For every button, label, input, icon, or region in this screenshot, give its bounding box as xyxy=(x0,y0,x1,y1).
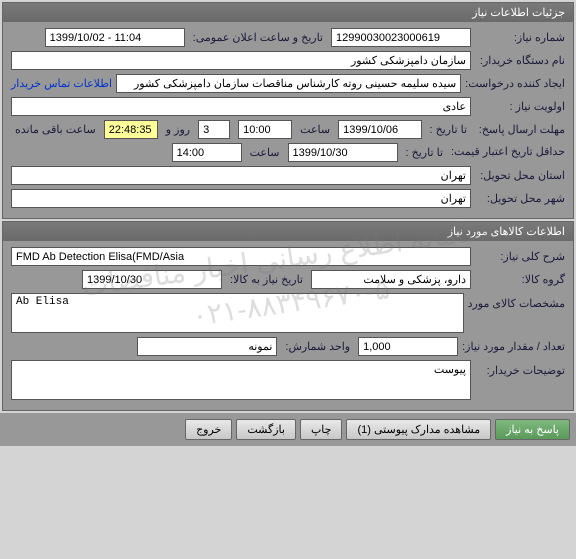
buyer-org-label: نام دستگاه خریدار: xyxy=(475,54,565,67)
row-city: شهر محل تحویل: تهران xyxy=(11,189,565,208)
days-field: 3 xyxy=(198,120,230,139)
city-field: تهران xyxy=(11,189,471,208)
priority-field: عادی xyxy=(11,97,471,116)
qty-field: 1,000 xyxy=(358,337,458,356)
time-label-2: ساعت xyxy=(246,146,284,159)
panel1-body: شماره نیاز: 12990030023000619 تاریخ و سا… xyxy=(3,22,573,218)
contact-link[interactable]: اطلاعات تماس خریدار xyxy=(11,77,112,90)
row-requester: ایجاد کننده درخواست: سیده سلیمه حسینی رو… xyxy=(11,74,565,93)
need-number-field: 12990030023000619 xyxy=(331,28,471,47)
row-buyer-org: نام دستگاه خریدار: سازمان دامپزشکی کشور xyxy=(11,51,565,70)
row-need-desc: شرح کلی نیاز: FMD Ab Detection Elisa(FMD… xyxy=(11,247,565,266)
group-field: دارو، پزشکی و سلامت xyxy=(311,270,471,289)
row-need-number: شماره نیاز: 12990030023000619 تاریخ و سا… xyxy=(11,28,565,47)
announce-field: 1399/10/02 - 11:04 xyxy=(45,28,185,47)
need-number-label: شماره نیاز: xyxy=(475,31,565,44)
remaining-label: ساعت باقی مانده xyxy=(11,123,100,136)
print-button[interactable]: چاپ xyxy=(300,419,343,440)
row-qty: تعداد / مقدار مورد نیاز: 1,000 واحد شمار… xyxy=(11,337,565,356)
validity-label: حداقل تاریخ اعتبار قیمت: xyxy=(451,146,565,159)
row-spec: مشخصات کالای مورد نیاز: xyxy=(11,293,565,333)
deadline-time-field: 10:00 xyxy=(238,120,292,139)
requester-field: سیده سلیمه حسینی روته کارشناس مناقصات سا… xyxy=(116,74,461,93)
panel1-header: جزئیات اطلاعات نیاز xyxy=(3,3,573,22)
time-label-1: ساعت xyxy=(296,123,334,136)
panel2-header: اطلاعات کالاهای مورد نیاز xyxy=(3,222,573,241)
need-details-panel: جزئیات اطلاعات نیاز شماره نیاز: 12990030… xyxy=(2,2,574,219)
row-group: گروه کالا: دارو، پزشکی و سلامت تاریخ نیا… xyxy=(11,270,565,289)
row-province: استان محل تحویل: تهران xyxy=(11,166,565,185)
announce-label: تاریخ و ساعت اعلان عمومی: xyxy=(189,31,327,44)
unit-field: نمونه xyxy=(137,337,277,356)
notes-field[interactable] xyxy=(11,360,471,400)
until-label-2: تا تاریخ : xyxy=(402,146,447,159)
button-bar: پاسخ به نیاز مشاهده مدارک پیوستی (1) چاپ… xyxy=(0,413,576,446)
city-label: شهر محل تحویل: xyxy=(475,192,565,205)
notes-label: توضیحات خریدار: xyxy=(475,360,565,377)
row-deadline: مهلت ارسال پاسخ: تا تاریخ : 1399/10/06 س… xyxy=(11,120,565,139)
need-desc-field: FMD Ab Detection Elisa(FMD/Asia xyxy=(11,247,471,266)
view-attachments-button[interactable]: مشاهده مدارک پیوستی (1) xyxy=(346,419,491,440)
province-field: تهران xyxy=(11,166,471,185)
buyer-org-field: سازمان دامپزشکی کشور xyxy=(11,51,471,70)
days-label: روز و xyxy=(162,123,194,136)
need-date-field: 1399/10/30 xyxy=(82,270,222,289)
need-desc-label: شرح کلی نیاز: xyxy=(475,250,565,263)
requester-label: ایجاد کننده درخواست: xyxy=(465,77,565,90)
until-label: تا تاریخ : xyxy=(426,123,471,136)
row-validity: حداقل تاریخ اعتبار قیمت: تا تاریخ : 1399… xyxy=(11,143,565,162)
row-priority: اولویت نیاز : عادی xyxy=(11,97,565,116)
panel2-body: شرح کلی نیاز: FMD Ab Detection Elisa(FMD… xyxy=(3,241,573,410)
exit-button[interactable]: خروج xyxy=(185,419,232,440)
deadline-label: مهلت ارسال پاسخ: xyxy=(475,123,565,136)
qty-label: تعداد / مقدار مورد نیاز: xyxy=(462,340,565,353)
validity-time-field: 14:00 xyxy=(172,143,242,162)
validity-date-field: 1399/10/30 xyxy=(288,143,398,162)
spec-field[interactable] xyxy=(11,293,464,333)
deadline-date-field: 1399/10/06 xyxy=(338,120,421,139)
priority-label: اولویت نیاز : xyxy=(475,100,565,113)
goods-info-panel: اطلاعات کالاهای مورد نیاز شرح کلی نیاز: … xyxy=(2,221,574,411)
spec-label: مشخصات کالای مورد نیاز: xyxy=(468,293,565,310)
need-date-label: تاریخ نیاز به کالا: xyxy=(226,273,307,286)
province-label: استان محل تحویل: xyxy=(475,169,565,182)
back-button[interactable]: بازگشت xyxy=(236,419,296,440)
respond-button[interactable]: پاسخ به نیاز xyxy=(495,419,570,440)
unit-label: واحد شمارش: xyxy=(281,340,354,353)
group-label: گروه کالا: xyxy=(475,273,565,286)
remaining-time-field: 22:48:35 xyxy=(104,120,158,139)
row-notes: توضیحات خریدار: xyxy=(11,360,565,400)
